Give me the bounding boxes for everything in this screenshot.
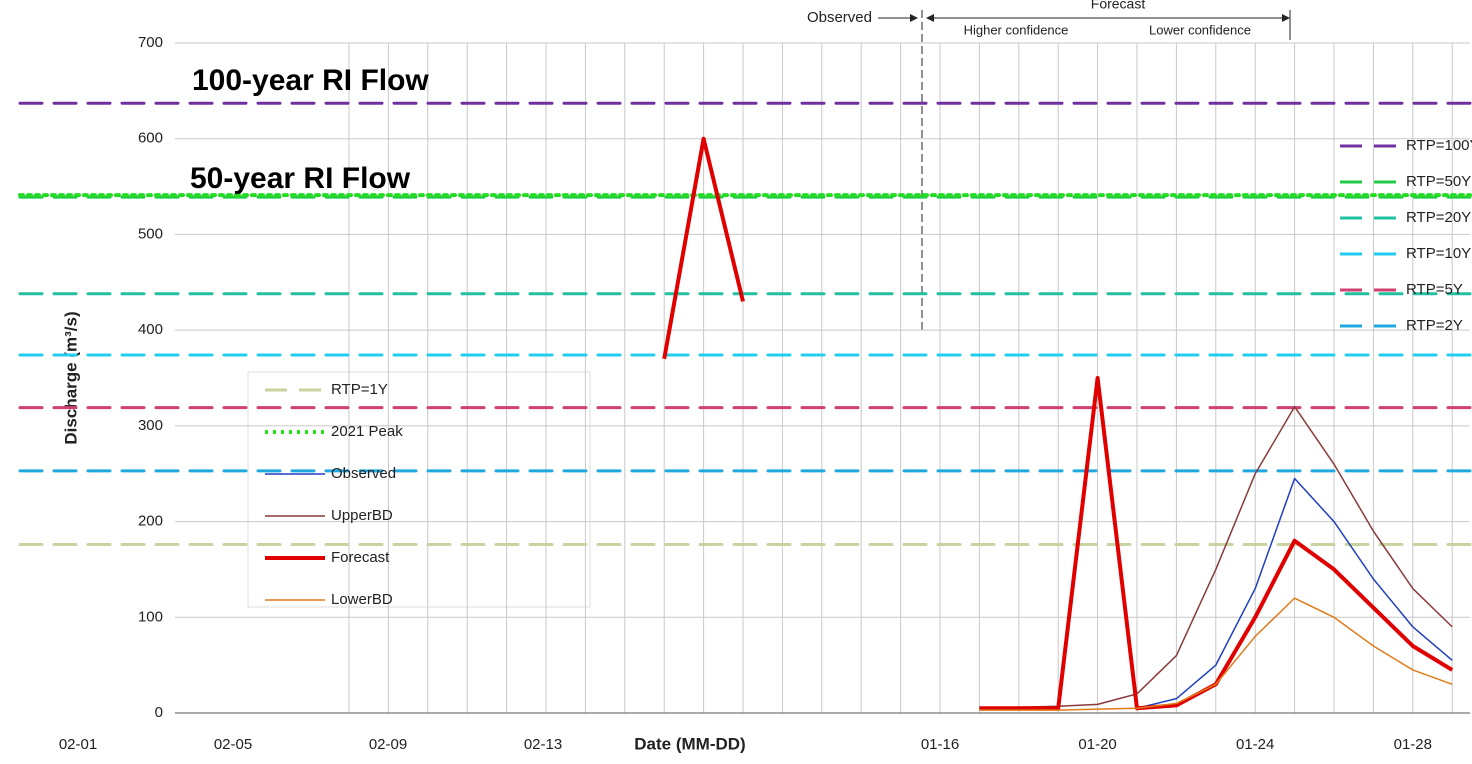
- legend-label: RTP=20Y: [1406, 209, 1471, 226]
- x-tick-label: 01-16: [921, 736, 959, 753]
- annotation: Forecast: [1091, 0, 1146, 12]
- annotation: Observed: [807, 9, 872, 26]
- annotation: 50-year RI Flow: [190, 162, 411, 195]
- y-tick-label: 400: [138, 321, 163, 338]
- legend-label: Observed: [331, 465, 396, 482]
- secondary-x-tick-label: 02-13: [524, 736, 562, 753]
- legend-label: UpperBD: [331, 507, 393, 524]
- x-tick-label: 01-20: [1078, 736, 1116, 753]
- left-legend-box: [247, 371, 591, 608]
- annotation: Lower confidence: [1149, 22, 1251, 37]
- legend-label: LowerBD: [331, 591, 393, 608]
- legend-label: Forecast: [331, 549, 390, 566]
- annotation: 100-year RI Flow: [192, 64, 429, 97]
- forecast-arrowhead-left: [926, 14, 934, 22]
- legend-label: RTP=2Y: [1406, 317, 1463, 334]
- y-tick-label: 100: [138, 608, 163, 625]
- y-tick-label: 200: [138, 513, 163, 530]
- y-tick-label: 300: [138, 417, 163, 434]
- legend-label: RTP=1Y: [331, 381, 388, 398]
- secondary-x-tick-label: 02-09: [369, 736, 407, 753]
- y-axis-label: Discharge (m³/s): [61, 311, 80, 444]
- x-tick-label: 01-24: [1236, 736, 1274, 753]
- legend-label: 2021 Peak: [331, 423, 403, 440]
- observed-arrowhead: [910, 14, 918, 22]
- series-line: [979, 597, 1453, 711]
- y-tick-label: 700: [138, 34, 163, 51]
- x-tick-label: 01-28: [1394, 736, 1432, 753]
- secondary-x-tick-label: 02-05: [214, 736, 252, 753]
- legend-label: RTP=100Y: [1406, 137, 1472, 154]
- y-tick-label: 600: [138, 130, 163, 147]
- y-tick-label: 0: [155, 704, 163, 721]
- secondary-x-tick-label: 02-01: [59, 736, 97, 753]
- legend-label: RTP=10Y: [1406, 245, 1471, 262]
- legend-label: RTP=50Y: [1406, 173, 1471, 190]
- x-axis-label: Date (MM-DD): [634, 734, 745, 753]
- forecast-arrowhead-right: [1282, 14, 1290, 22]
- series-line: [662, 136, 745, 360]
- series-line: [1136, 477, 1453, 709]
- legend-label: RTP=5Y: [1406, 281, 1463, 298]
- y-tick-label: 500: [138, 225, 163, 242]
- annotation: Higher confidence: [964, 22, 1069, 37]
